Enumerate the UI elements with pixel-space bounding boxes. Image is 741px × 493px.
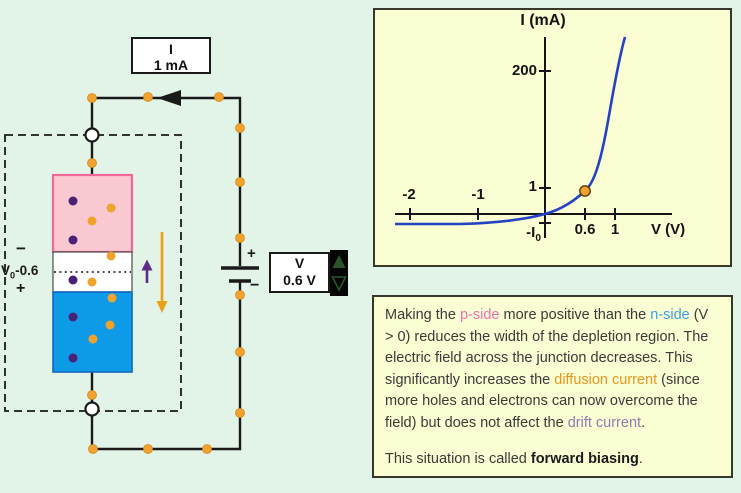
junction-minus-label: − [16, 239, 26, 258]
voltage-decrease-button[interactable] [330, 273, 348, 296]
diffusion-arrow-icon [156, 232, 168, 313]
voltage-value: 0.6 V [283, 272, 316, 288]
note-text: Making the [385, 307, 460, 323]
x-tick-minus1: -1 [471, 186, 485, 203]
x-tick-1: 1 [610, 221, 620, 238]
n-side-term: n-side [650, 307, 690, 323]
y-tick-1: 1 [528, 178, 537, 195]
node-icon [84, 401, 100, 417]
note-text: . [641, 414, 646, 431]
current-arrow-icon [157, 90, 181, 106]
x-tick-0p6: 0.6 [574, 221, 596, 238]
note-panel: Making the p-side more positive than the… [372, 295, 733, 478]
note-text: more positive than the [499, 307, 651, 323]
note-closing: This situation is called forward biasing… [385, 451, 643, 467]
graph-y-axis-title: I (mA) [520, 12, 566, 29]
iv-graph [395, 36, 672, 238]
y-tick-200: 200 [511, 62, 537, 79]
n-region [52, 291, 133, 373]
diffusion-current-term: diffusion current [554, 371, 658, 388]
note-text: (V > 0) reduces the width of the depleti… [385, 307, 709, 388]
graph-axes [395, 37, 672, 238]
drift-arrow-icon [141, 259, 153, 283]
note-paragraph: Making the p-side more positive than the… [385, 305, 720, 434]
forward-biasing-term: forward biasing [530, 451, 639, 467]
up-arrow-icon [332, 255, 346, 268]
ammeter-box: I 1 mA [131, 37, 211, 74]
hole-dots [87, 203, 117, 344]
graph-x-axis-title: V (V) [651, 221, 686, 238]
barrier-rest: -0.6 [15, 263, 39, 278]
note-text: (since more holes and electrons can now … [385, 371, 700, 431]
ammeter-label: I [169, 41, 173, 57]
voltage-label: V [294, 255, 305, 271]
barrier-potential-label: V0-0.6 [1, 263, 38, 281]
y-tick-minus-i0: -I0 [526, 224, 541, 244]
battery-icon [221, 266, 259, 283]
junction-plus-label: + [16, 280, 26, 297]
barrier-v: V [1, 263, 11, 278]
p-side-term: p-side [459, 307, 500, 323]
voltage-increase-button[interactable] [330, 250, 348, 273]
drift-current-term: drift current [567, 414, 642, 431]
ammeter-value: 1 mA [153, 57, 189, 73]
battery-plus-label: + [247, 245, 256, 262]
barrier-sub: 0 [10, 270, 16, 281]
voltage-spinner [330, 250, 348, 296]
electron-dots [68, 196, 78, 363]
iv-graph-panel: I (mA) 200 1 -I0 -2 -1 0.6 1 V (V) [373, 8, 732, 267]
operating-point-marker [579, 185, 591, 197]
wire-current-dots [87, 92, 245, 454]
node-icon [84, 127, 100, 143]
voltage-box: V 0.6 V [269, 252, 330, 293]
down-arrow-icon [331, 276, 347, 292]
voltage-control: V 0.6 V [269, 250, 349, 296]
battery-minus-label: − [250, 277, 260, 294]
x-tick-minus2: -2 [402, 186, 416, 203]
p-region [51, 173, 134, 254]
